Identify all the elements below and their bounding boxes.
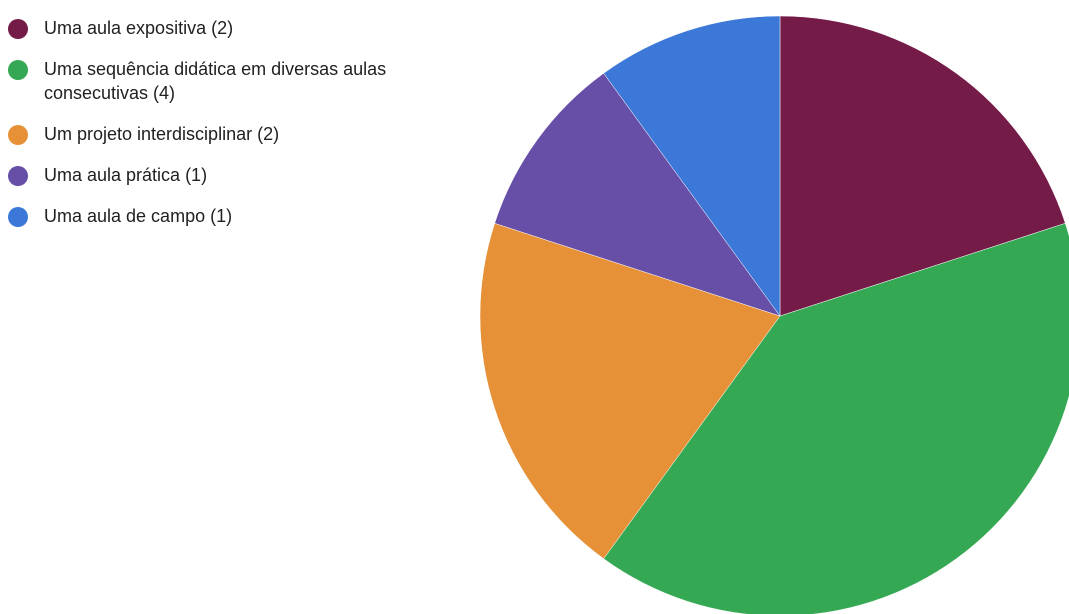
chart-legend: Uma aula expositiva (2) Uma sequência di…: [8, 16, 458, 245]
pie-slice-0[interactable]: [779, 15, 1066, 317]
legend-item-sequencia-didatica[interactable]: Uma sequência didática em diversas aulas…: [8, 57, 458, 105]
legend-label: Uma sequência didática em diversas aulas…: [44, 59, 387, 103]
legend-label: Um projeto interdisciplinar (2): [44, 124, 280, 144]
pie-slice-3[interactable]: [494, 72, 781, 317]
legend-item-aula-expositiva[interactable]: Uma aula expositiva (2): [8, 16, 458, 40]
pie-slice-2[interactable]: [479, 222, 781, 560]
legend-item-aula-pratica[interactable]: Uma aula prática (1): [8, 163, 458, 187]
pie-slice-4[interactable]: [603, 15, 781, 317]
legend-item-projeto-interdisciplinar[interactable]: Um projeto interdisciplinar (2): [8, 122, 458, 146]
legend-label: Uma aula de campo (1): [44, 206, 233, 226]
pie-slice-1[interactable]: [603, 222, 1069, 614]
legend-marker-icon: [8, 19, 28, 39]
legend-item-aula-de-campo[interactable]: Uma aula de campo (1): [8, 204, 458, 228]
legend-label: Uma aula expositiva (2): [44, 18, 234, 38]
legend-marker-icon: [8, 60, 28, 80]
legend-marker-icon: [8, 207, 28, 227]
legend-label: Uma aula prática (1): [44, 165, 208, 185]
legend-marker-icon: [8, 166, 28, 186]
legend-marker-icon: [8, 125, 28, 145]
